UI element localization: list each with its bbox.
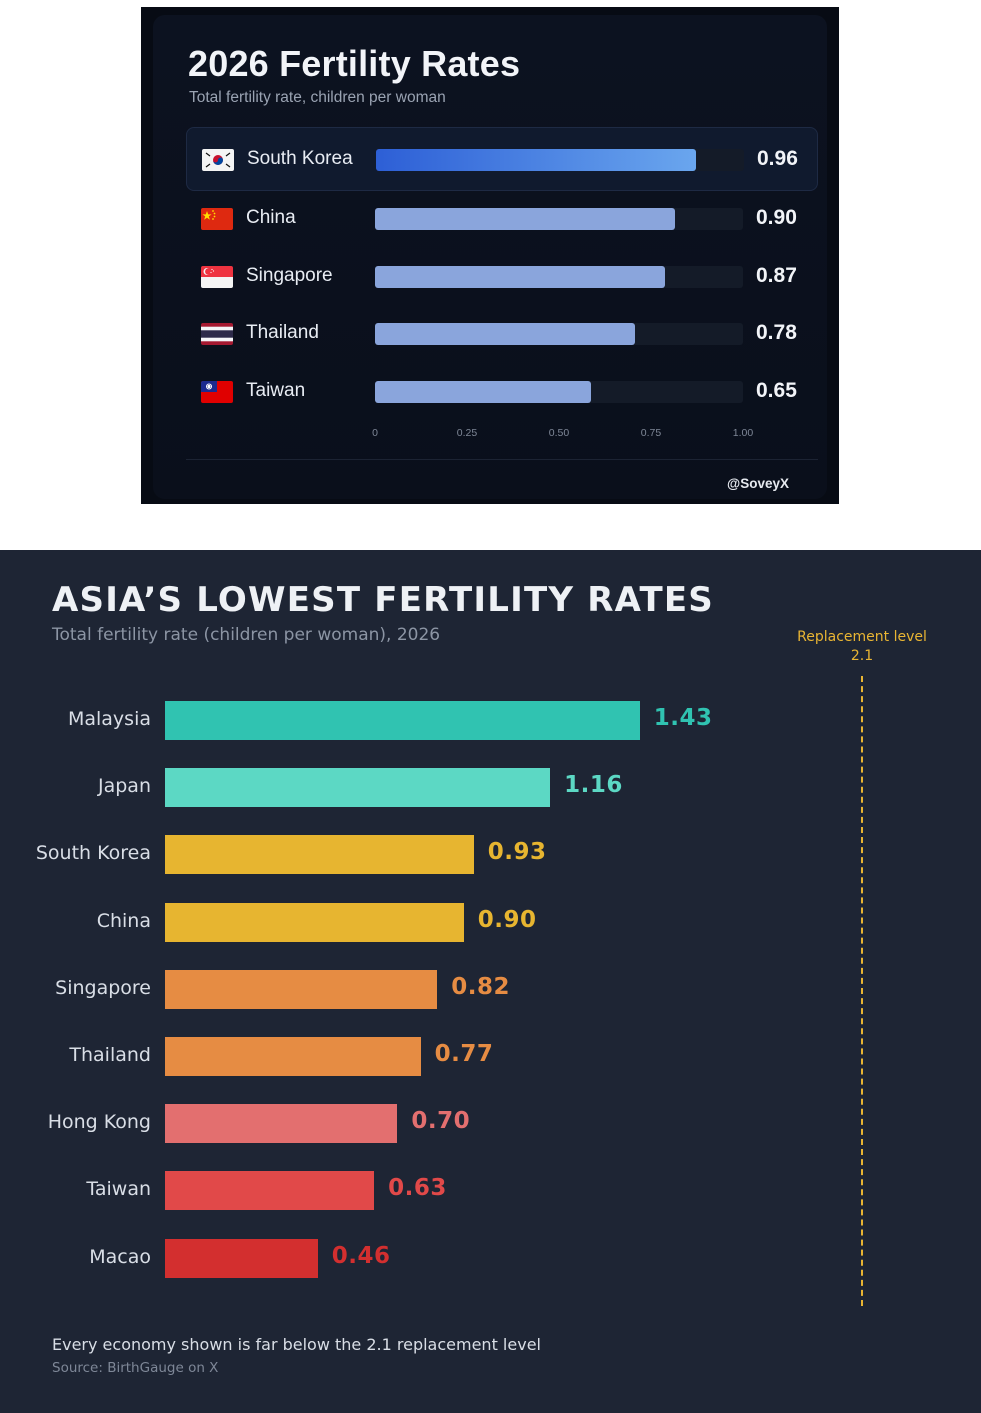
chart-title: 2026 Fertility Rates [188, 43, 521, 84]
south-korea-flag-icon [202, 149, 234, 171]
asia-lowest-fertility-card: ASIA’S LOWEST FERTILITY RATES Total fert… [0, 550, 981, 1413]
value-label: 0.65 [756, 379, 797, 402]
thailand-flag-icon [201, 323, 233, 345]
value-label: 1.16 [564, 772, 623, 799]
bar-track [376, 149, 744, 171]
taiwan-flag-icon [201, 381, 233, 403]
value-label: 0.90 [477, 906, 537, 933]
bar [375, 323, 635, 345]
value-label: 0.90 [756, 206, 797, 229]
bar-label: Macao [89, 1245, 151, 1268]
value-label: 0.78 [756, 321, 797, 344]
value-label: 0.77 [434, 1041, 494, 1067]
china-flag-icon [201, 208, 233, 230]
bar [375, 381, 592, 403]
replacement-level-value: 2.1 [850, 648, 874, 664]
bar [165, 1171, 375, 1211]
bar [165, 701, 640, 740]
replacement-level-label: Replacement level 2.1 [797, 628, 927, 666]
bar-label: China [96, 909, 151, 932]
chart-subtitle: Total fertility rate, children per woman [189, 89, 446, 106]
bar-row: Thailand 0.78 [186, 308, 818, 360]
bar-label: Singapore [55, 976, 151, 999]
bar [165, 969, 438, 1009]
bar [165, 1238, 318, 1278]
replacement-level-line [861, 676, 863, 1306]
bar-label: Japan [98, 775, 151, 798]
chart-subtitle: Total fertility rate (children per woman… [52, 625, 441, 645]
x-tick-label: 0 [372, 427, 378, 439]
x-tick-label: 0.25 [456, 427, 478, 439]
bar-track [375, 266, 743, 288]
bar-row: Singapore 0.87 [186, 251, 818, 303]
value-label: 0.96 [757, 147, 798, 170]
bar-track [375, 323, 743, 345]
divider [186, 459, 818, 460]
x-tick-label: 1.00 [732, 427, 754, 439]
x-tick-label: 0.75 [640, 427, 662, 439]
bar [375, 266, 665, 288]
bar [165, 1037, 421, 1076]
bar [165, 768, 551, 808]
value-label: 0.87 [756, 264, 797, 287]
bar-label: Malaysia [67, 708, 151, 730]
value-label: 0.70 [411, 1108, 471, 1135]
replacement-level-text: Replacement level [797, 629, 927, 645]
chart-title: ASIA’S LOWEST FERTILITY RATES [52, 580, 714, 620]
source-note: Source: BirthGauge on X [52, 1360, 219, 1376]
bar [165, 1104, 398, 1144]
value-label: 0.46 [331, 1242, 391, 1269]
bar [376, 149, 696, 171]
bar-label: Taiwan [86, 1178, 151, 1201]
bar-label: Hong Kong [47, 1111, 151, 1134]
x-tick-label: 0.50 [548, 427, 570, 439]
bar-label: Taiwan [246, 380, 306, 401]
bar-row: Taiwan 0.65 [186, 366, 818, 418]
bar-track [375, 381, 743, 403]
bar-label: South Korea [247, 148, 353, 169]
bar-row: China 0.90 [186, 193, 818, 245]
bar-row: South Korea 0.96 [186, 127, 818, 191]
bar-label: Thailand [246, 322, 319, 343]
fertility-card-2026: 2026 Fertility Rates Total fertility rat… [141, 7, 839, 504]
value-label: 0.82 [451, 973, 510, 1000]
bar [375, 208, 675, 230]
bar-label: Singapore [246, 265, 333, 286]
value-label: 1.43 [653, 705, 713, 731]
card-panel: 2026 Fertility Rates Total fertility rat… [153, 15, 827, 499]
value-label: 0.63 [388, 1175, 447, 1202]
credit-handle: @SoveyX [727, 476, 789, 491]
bar-track [375, 208, 743, 230]
bar-label: Thailand [69, 1044, 151, 1066]
bar-label: China [246, 207, 296, 228]
singapore-flag-icon [201, 266, 233, 288]
bar [165, 902, 464, 942]
footnote: Every economy shown is far below the 2.1… [52, 1335, 541, 1354]
bar [165, 835, 474, 875]
value-label: 0.93 [487, 839, 547, 866]
bar-label: South Korea [35, 842, 151, 865]
